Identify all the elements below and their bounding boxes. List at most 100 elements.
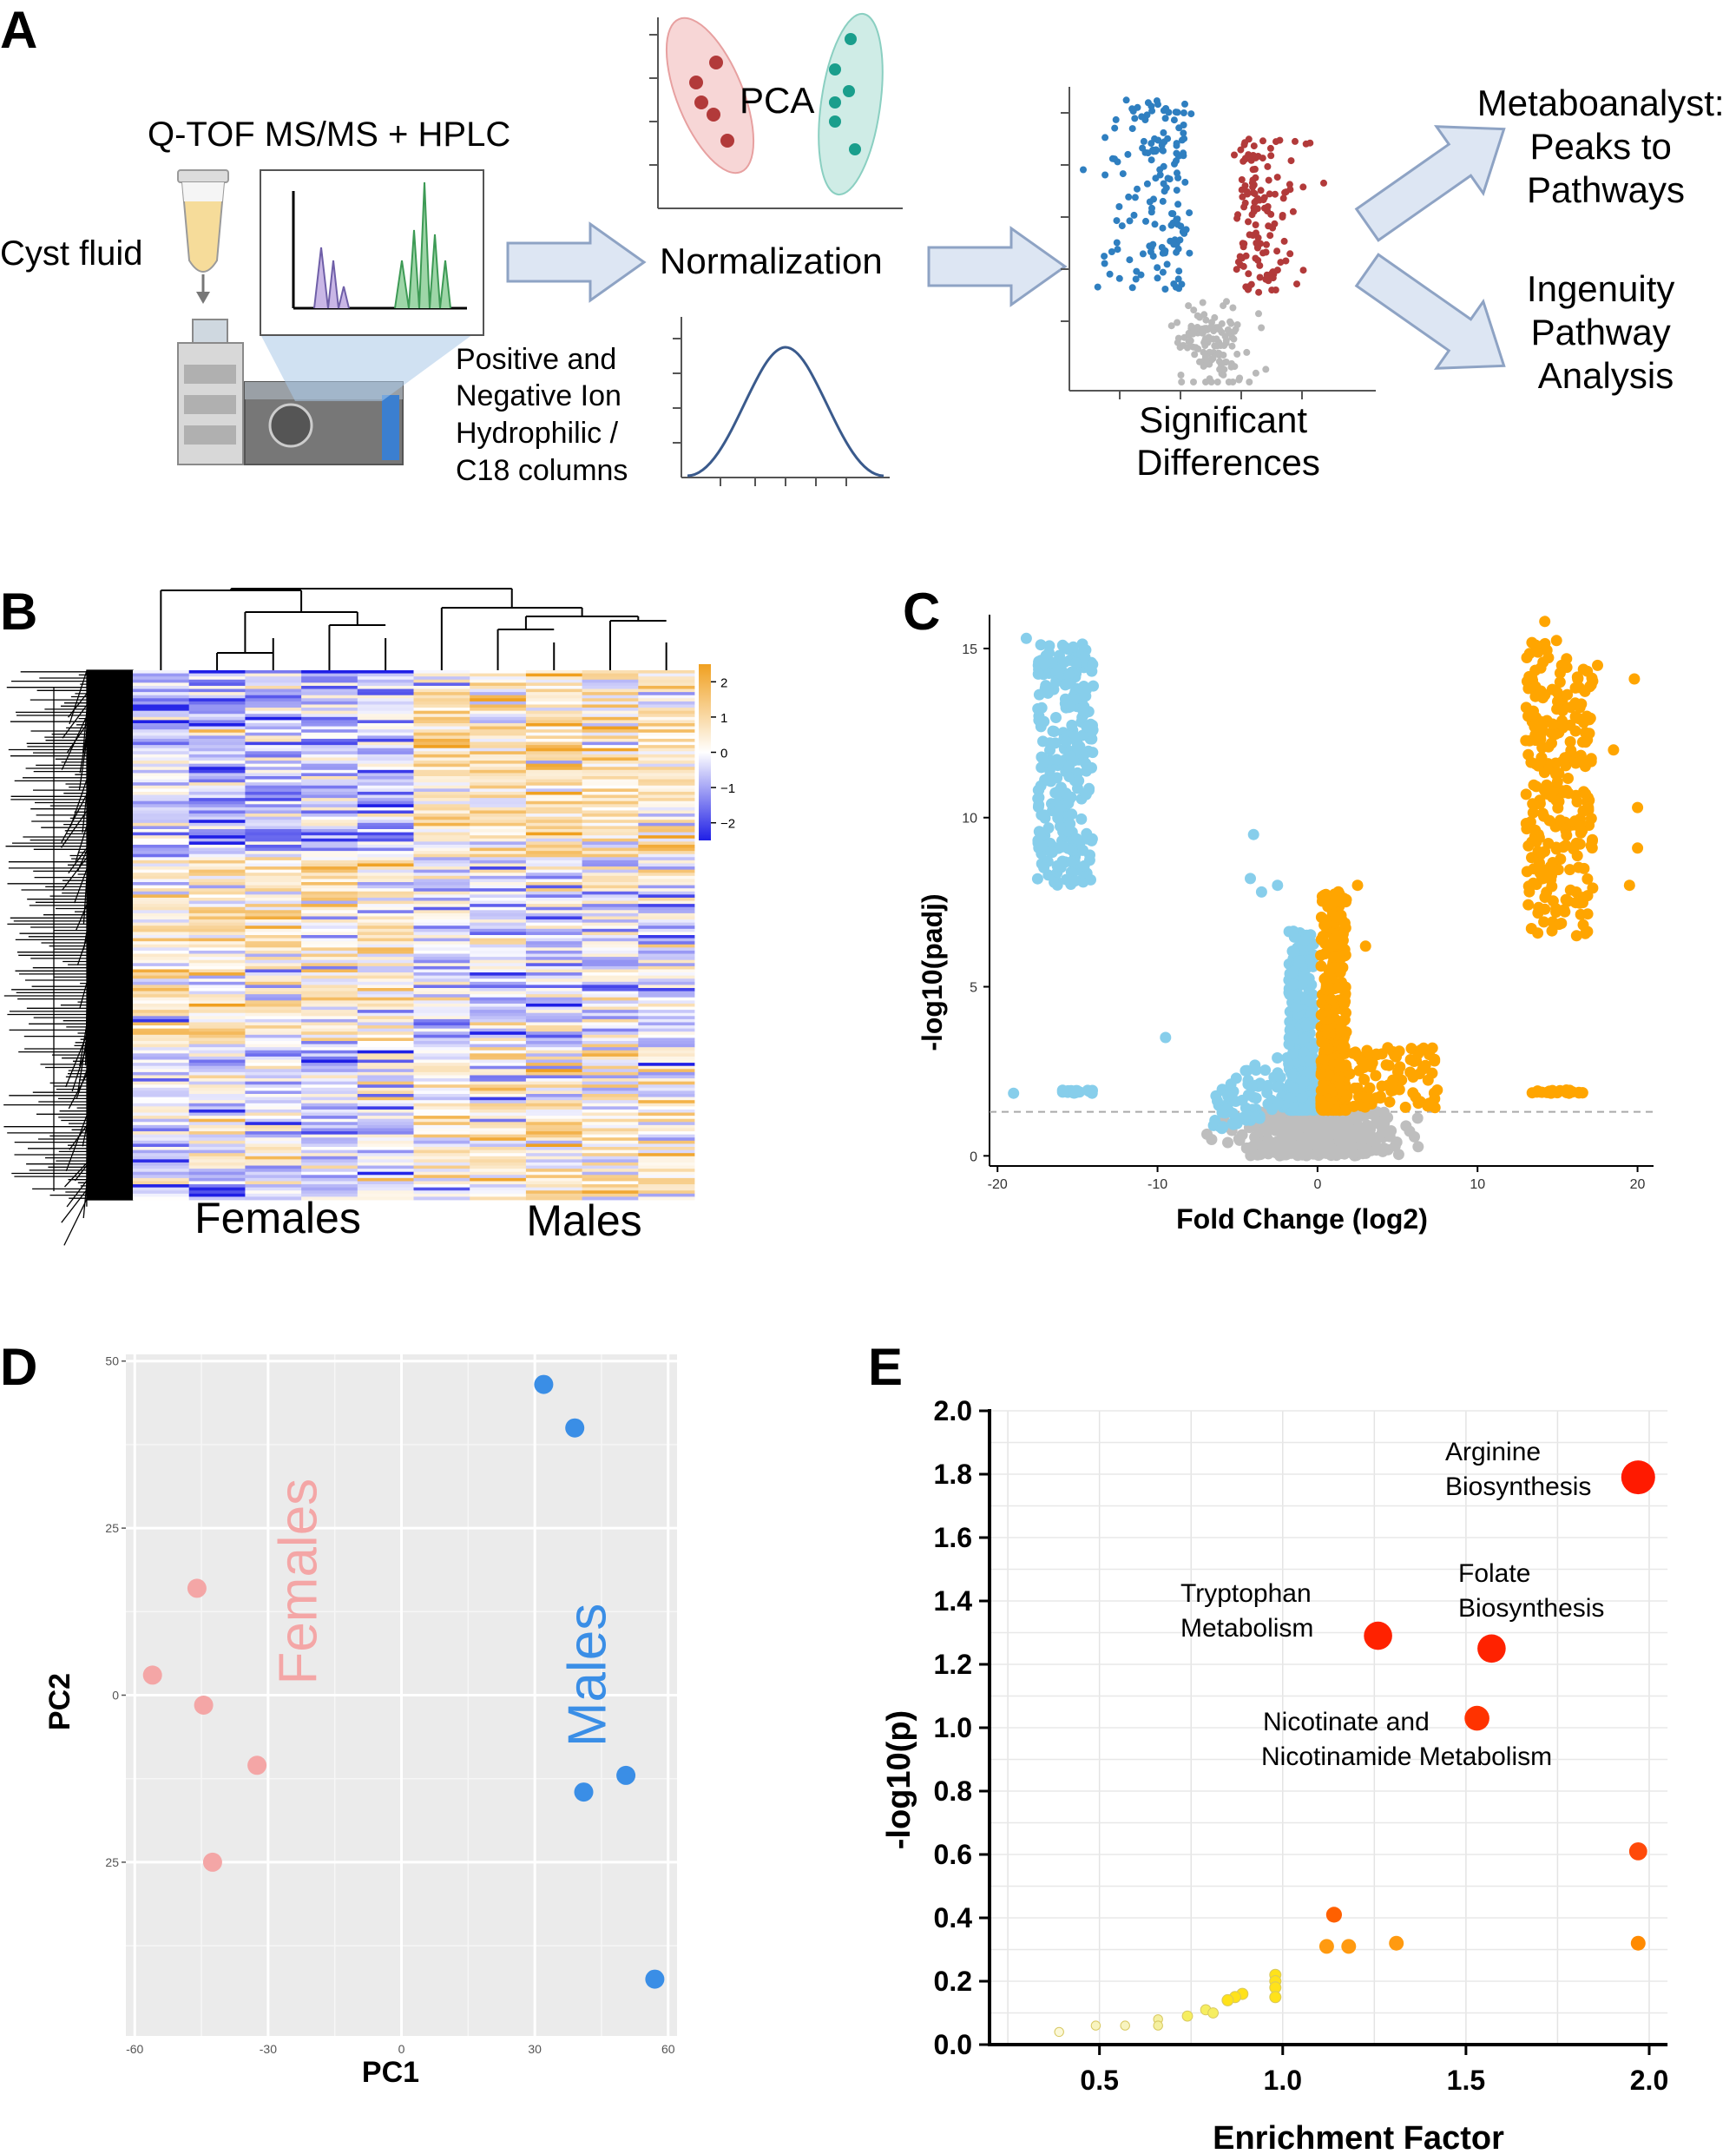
heatmap-cell [301, 714, 358, 718]
heatmap-cell [357, 735, 414, 740]
heatmap-cell [357, 714, 414, 718]
heatmap-cell [301, 997, 358, 1001]
annotation-line: Metabolism [1180, 1614, 1313, 1643]
heatmap-cell [525, 950, 582, 954]
volcano-mini-point [1150, 195, 1157, 203]
heatmap-cell [301, 988, 358, 991]
heatmap-cell [470, 894, 527, 899]
volcano-mini-point [1250, 189, 1257, 196]
dendrogram-branch [63, 1198, 88, 1246]
heatmap-cell [582, 1187, 639, 1191]
heatmap-cell [470, 1090, 527, 1095]
heatmap-cell [245, 1156, 302, 1160]
volcano-point [1384, 1096, 1396, 1108]
heatmap-cell [301, 688, 358, 693]
heatmap-cell [470, 941, 527, 945]
heatmap-cell [133, 991, 190, 995]
heatmap-cell [525, 965, 582, 970]
heatmap-cell [413, 978, 470, 983]
volcano-mini-point [1138, 113, 1146, 121]
heatmap-cell [188, 978, 246, 983]
heatmap-cell [582, 704, 639, 708]
volcano-point [1083, 854, 1095, 866]
heatmap-cell [301, 1187, 358, 1191]
heatmap-cell [582, 1190, 639, 1195]
heatmap-cell [245, 910, 302, 914]
volcano-point [1038, 754, 1050, 767]
volcano-point [1047, 725, 1059, 737]
volcano-point [1241, 1064, 1253, 1077]
heatmap-cell [188, 835, 246, 840]
volcano-mini-point [1220, 366, 1228, 373]
heatmap-cell [133, 1112, 190, 1117]
heatmap-cell [638, 708, 695, 712]
heatmap-cell [245, 938, 302, 942]
heatmap-cell [525, 1078, 582, 1083]
heatmap-cell [638, 741, 695, 746]
volcano-mini-point [1174, 201, 1182, 208]
heatmap-cell [470, 1122, 527, 1126]
volcano-point [1326, 898, 1338, 910]
heatmap-cell [413, 685, 470, 689]
volcano-mini-point [1286, 186, 1294, 194]
heatmap-cell [470, 791, 527, 795]
volcano-point [1338, 917, 1351, 929]
heatmap-cell [413, 916, 470, 920]
heatmap-cell [470, 1181, 527, 1185]
heatmap-cell [413, 972, 470, 977]
volcano-point [1522, 899, 1535, 911]
heatmap-cell [470, 788, 527, 793]
heatmap-cell [245, 1016, 302, 1020]
volcano-point [1536, 868, 1549, 880]
heatmap-cell [525, 832, 582, 836]
heatmap-cell [470, 726, 527, 730]
volcano-point [1315, 960, 1327, 972]
volcano-point [1539, 903, 1551, 915]
heatmap-cell [133, 950, 190, 954]
volcano-mini-point [1128, 105, 1136, 113]
heatmap-cell [582, 673, 639, 677]
volcano-mini-point [1279, 212, 1286, 219]
heatmap-cell [301, 1169, 358, 1173]
y-tick-label: 25 [105, 1855, 119, 1869]
heatmap-cell [188, 826, 246, 830]
volcano-point [1560, 893, 1572, 906]
heatmap-cell [582, 745, 639, 749]
heatmap-cell [301, 741, 358, 746]
arrow-2-icon [927, 226, 1068, 307]
heatmap-cell [133, 1041, 190, 1044]
heatmap-cell [638, 969, 695, 973]
volcano-mini-point [1139, 250, 1147, 258]
heatmap-cell [301, 773, 358, 777]
volcano-point [1033, 688, 1045, 701]
heatmap-cell [470, 1159, 527, 1163]
heatmap-cell [133, 769, 190, 774]
heatmap-cell [470, 1081, 527, 1085]
heatmap-cell [357, 692, 414, 696]
volcano-point [1542, 763, 1554, 775]
heatmap-cell [188, 814, 246, 818]
volcano-point [1336, 1043, 1348, 1055]
heatmap-cell [582, 1124, 639, 1129]
heatmap-cell [470, 754, 527, 758]
heatmap-cell [525, 1025, 582, 1030]
dendrogram-branch [66, 1180, 88, 1208]
volcano-mini-point [1262, 248, 1270, 256]
heatmap-cell [638, 857, 695, 861]
heatmap-cell [525, 1031, 582, 1036]
heatmap-cell [413, 1059, 470, 1064]
heatmap-cell [188, 1131, 246, 1136]
volcano-mini-point [1154, 264, 1161, 272]
heatmap-cell [188, 853, 246, 858]
heatmap-cell [133, 1169, 190, 1173]
heatmap-cell [582, 997, 639, 1001]
volcano-point [1550, 843, 1562, 855]
volcano-point [1287, 925, 1299, 938]
volcano-mini-point [1258, 324, 1266, 332]
y-tick-label: 25 [105, 1521, 119, 1535]
volcano-point [1585, 813, 1597, 825]
heatmap-cell [582, 1018, 639, 1023]
heatmap-cell [638, 941, 695, 945]
heatmap-cell [357, 767, 414, 771]
heatmap-cell [525, 1071, 582, 1076]
